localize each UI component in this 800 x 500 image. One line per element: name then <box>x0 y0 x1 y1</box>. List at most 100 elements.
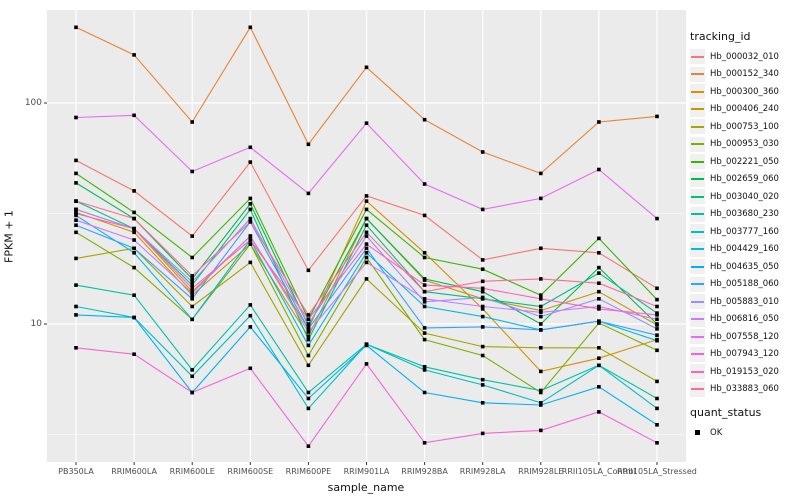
data-point-marker[interactable] <box>132 352 136 356</box>
data-point-marker[interactable] <box>597 281 601 285</box>
data-point-marker[interactable] <box>597 410 601 414</box>
data-point-marker[interactable] <box>190 286 194 291</box>
data-point-marker[interactable] <box>480 307 485 311</box>
data-point-marker[interactable] <box>306 324 311 328</box>
data-point-marker[interactable] <box>74 230 78 235</box>
data-point-marker[interactable] <box>248 313 253 318</box>
data-point-marker[interactable] <box>539 304 543 309</box>
data-point-marker[interactable] <box>655 406 659 411</box>
data-point-marker[interactable] <box>539 322 543 326</box>
data-point-marker[interactable] <box>655 297 659 302</box>
data-point-marker[interactable] <box>539 328 543 332</box>
data-point-marker[interactable] <box>132 230 136 235</box>
data-point-marker[interactable] <box>655 322 659 326</box>
data-point-marker[interactable] <box>364 255 369 260</box>
data-point-marker[interactable] <box>480 267 485 271</box>
data-point-marker[interactable] <box>597 251 601 255</box>
data-point-marker[interactable] <box>190 280 194 284</box>
data-point-marker[interactable] <box>306 330 311 334</box>
data-point-marker[interactable] <box>190 277 194 281</box>
data-point-marker[interactable] <box>597 385 601 389</box>
data-point-marker[interactable] <box>190 120 194 124</box>
data-point-marker[interactable] <box>597 304 601 309</box>
data-point-marker[interactable] <box>364 260 369 265</box>
data-point-marker[interactable] <box>422 213 427 218</box>
data-point-marker[interactable] <box>190 169 194 174</box>
data-point-marker[interactable] <box>422 331 427 335</box>
data-point-marker[interactable] <box>480 353 485 358</box>
data-point-marker[interactable] <box>132 189 136 193</box>
data-point-marker[interactable] <box>248 325 253 329</box>
data-point-marker[interactable] <box>480 279 485 284</box>
data-point-marker[interactable] <box>480 401 485 405</box>
data-point-marker[interactable] <box>248 303 253 307</box>
data-point-marker[interactable] <box>539 428 543 433</box>
data-point-marker[interactable] <box>364 242 369 246</box>
legend-entry-Hb_000300_360[interactable]: Hb_000300_360 <box>690 83 798 101</box>
data-point-marker[interactable] <box>422 277 427 281</box>
data-point-marker[interactable] <box>132 238 136 242</box>
data-point-marker[interactable] <box>74 199 78 203</box>
data-point-marker[interactable] <box>132 210 136 215</box>
data-point-marker[interactable] <box>422 300 427 304</box>
data-point-marker[interactable] <box>248 220 253 224</box>
data-point-marker[interactable] <box>248 216 253 221</box>
data-point-marker[interactable] <box>74 171 78 176</box>
data-point-marker[interactable] <box>306 268 311 273</box>
data-point-marker[interactable] <box>480 431 485 436</box>
data-point-marker[interactable] <box>364 362 369 366</box>
data-point-marker[interactable] <box>480 304 485 309</box>
data-point-marker[interactable] <box>248 25 253 30</box>
data-point-marker[interactable] <box>74 218 78 222</box>
data-point-marker[interactable] <box>597 346 601 350</box>
data-point-marker[interactable] <box>364 246 369 251</box>
data-point-marker[interactable] <box>364 199 369 203</box>
data-point-marker[interactable] <box>422 304 427 309</box>
data-point-marker[interactable] <box>480 377 485 382</box>
data-point-marker[interactable] <box>132 53 136 57</box>
data-point-marker[interactable] <box>480 150 485 154</box>
data-point-marker[interactable] <box>74 207 78 212</box>
data-point-marker[interactable] <box>74 256 78 261</box>
data-point-marker[interactable] <box>306 444 311 448</box>
data-point-marker[interactable] <box>190 304 194 309</box>
data-point-marker[interactable] <box>539 246 543 251</box>
data-point-marker[interactable] <box>132 226 136 231</box>
legend-entry-Hb_006816_050[interactable]: Hb_006816_050 <box>690 311 798 329</box>
quant-status-entry[interactable]: OK <box>690 424 798 442</box>
data-point-marker[interactable] <box>539 314 543 319</box>
legend-entry-Hb_019153_020[interactable]: Hb_019153_020 <box>690 363 798 381</box>
data-point-marker[interactable] <box>190 390 194 395</box>
data-point-marker[interactable] <box>190 274 194 278</box>
data-point-marker[interactable] <box>306 191 311 196</box>
data-point-marker[interactable] <box>422 255 427 260</box>
data-point-marker[interactable] <box>597 297 601 301</box>
data-point-marker[interactable] <box>248 238 253 242</box>
data-point-marker[interactable] <box>480 207 485 212</box>
data-point-marker[interactable] <box>655 286 659 291</box>
data-point-marker[interactable] <box>480 344 485 349</box>
data-point-marker[interactable] <box>248 202 253 206</box>
data-point-marker[interactable] <box>248 242 253 246</box>
data-point-marker[interactable] <box>422 289 427 294</box>
data-point-marker[interactable] <box>539 277 543 281</box>
legend-entry-Hb_000953_030[interactable]: Hb_000953_030 <box>690 136 798 154</box>
data-point-marker[interactable] <box>655 304 659 309</box>
data-point-marker[interactable] <box>306 317 311 322</box>
data-point-marker[interactable] <box>655 313 659 317</box>
data-point-marker[interactable] <box>306 353 311 358</box>
data-point-marker[interactable] <box>422 251 427 255</box>
data-point-marker[interactable] <box>364 216 369 221</box>
data-point-marker[interactable] <box>74 211 78 216</box>
data-point-marker[interactable] <box>248 145 253 150</box>
data-point-marker[interactable] <box>422 182 427 186</box>
data-point-marker[interactable] <box>190 374 194 379</box>
data-point-marker[interactable] <box>597 236 601 241</box>
data-point-marker[interactable] <box>306 142 311 147</box>
data-point-marker[interactable] <box>539 196 543 201</box>
data-point-marker[interactable] <box>422 283 427 287</box>
data-point-marker[interactable] <box>655 333 659 337</box>
data-point-marker[interactable] <box>539 293 543 297</box>
data-point-marker[interactable] <box>248 196 253 201</box>
data-point-marker[interactable] <box>597 120 601 124</box>
